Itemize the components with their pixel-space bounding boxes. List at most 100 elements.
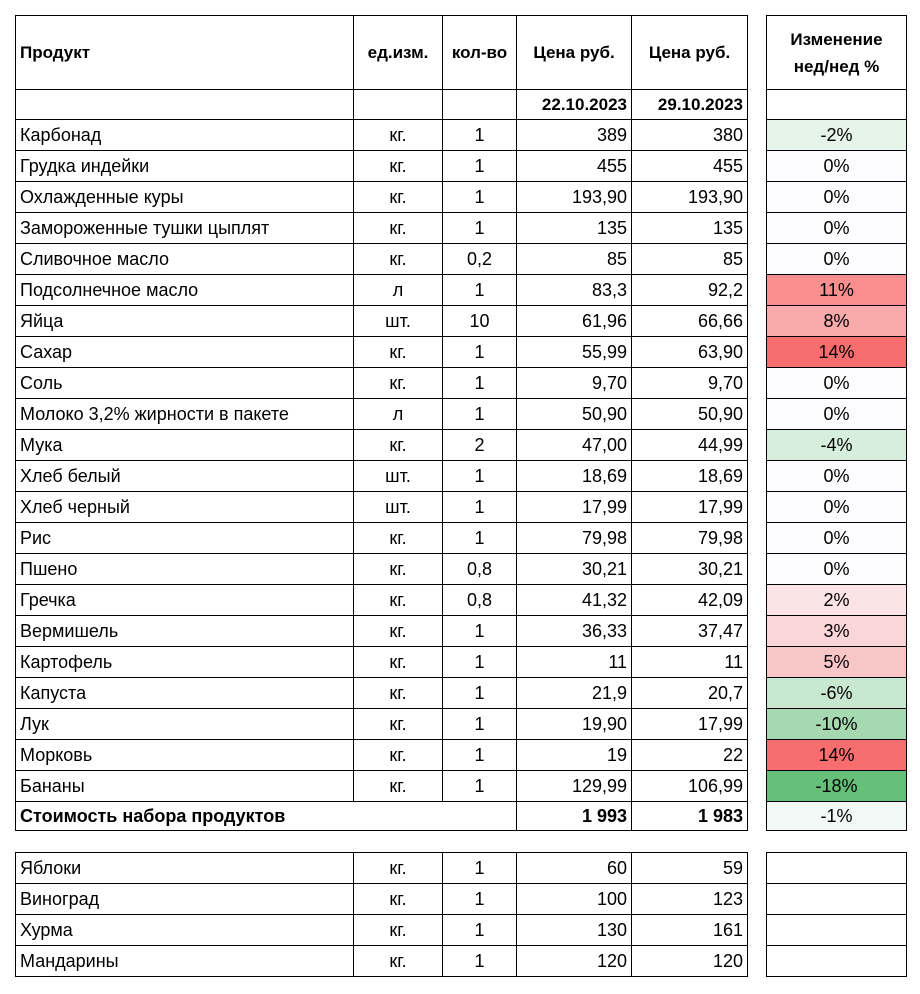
product-unit: кг. <box>353 181 443 213</box>
product-unit: кг. <box>353 212 443 244</box>
product-qty: 1 <box>442 119 517 151</box>
product-qty: 1 <box>442 914 517 946</box>
product-qty: 1 <box>442 460 517 492</box>
extra-change-row <box>766 852 907 884</box>
product-name: Лук <box>15 708 354 740</box>
price-week2: 59 <box>631 852 748 884</box>
product-qty: 1 <box>442 852 517 884</box>
table-row: Бананы кг. 1 129,99 106,99 <box>15 770 748 802</box>
change-value: 2% <box>766 584 907 616</box>
price-week1: 9,70 <box>516 367 632 399</box>
table-row: Рис кг. 1 79,98 79,98 <box>15 522 748 554</box>
header-change: Изменение нед/нед % <box>766 15 907 90</box>
price-week2: 106,99 <box>631 770 748 802</box>
total-label: Стоимость набора продуктов <box>15 801 517 831</box>
price-week1: 55,99 <box>516 336 632 368</box>
product-unit: кг. <box>353 852 443 884</box>
price-week1: 19 <box>516 739 632 771</box>
price-week1: 61,96 <box>516 305 632 337</box>
change-row: 0% <box>766 181 907 213</box>
change-row: 8% <box>766 305 907 337</box>
date-2: 29.10.2023 <box>631 89 748 120</box>
extra-change-table <box>766 852 907 977</box>
product-qty: 1 <box>442 770 517 802</box>
product-name: Молоко 3,2% жирности в пакете <box>15 398 354 430</box>
price-week1: 60 <box>516 852 632 884</box>
table-row: Гречка кг. 0,8 41,32 42,09 <box>15 584 748 616</box>
extra-change-row <box>766 945 907 977</box>
extra-row: Виноград кг. 1 100 123 <box>15 883 748 915</box>
price-week1: 47,00 <box>516 429 632 461</box>
change-row: 5% <box>766 646 907 678</box>
product-qty: 1 <box>442 739 517 771</box>
price-week1: 11 <box>516 646 632 678</box>
table-row: Сливочное масло кг. 0,2 85 85 <box>15 243 748 275</box>
table-row: Хлеб белый шт. 1 18,69 18,69 <box>15 460 748 492</box>
price-week1: 389 <box>516 119 632 151</box>
product-name: Яблоки <box>15 852 354 884</box>
change-value: 0% <box>766 398 907 430</box>
product-unit: шт. <box>353 491 443 523</box>
change-row: -10% <box>766 708 907 740</box>
price-week2: 63,90 <box>631 336 748 368</box>
product-unit: кг. <box>353 677 443 709</box>
product-name: Карбонад <box>15 119 354 151</box>
change-empty <box>766 852 907 884</box>
product-qty: 2 <box>442 429 517 461</box>
table-row: Сахар кг. 1 55,99 63,90 <box>15 336 748 368</box>
product-name: Виноград <box>15 883 354 915</box>
change-row: -6% <box>766 677 907 709</box>
product-qty: 1 <box>442 522 517 554</box>
header-price1: Цена руб. <box>516 15 632 90</box>
change-value: 0% <box>766 181 907 213</box>
price-week1: 120 <box>516 945 632 977</box>
change-value: 0% <box>766 460 907 492</box>
change-row: 3% <box>766 615 907 647</box>
change-row: 0% <box>766 150 907 182</box>
change-value: -10% <box>766 708 907 740</box>
price-week1: 100 <box>516 883 632 915</box>
table-row: Пшено кг. 0,8 30,21 30,21 <box>15 553 748 585</box>
change-row: 0% <box>766 243 907 275</box>
product-name: Рис <box>15 522 354 554</box>
price-week2: 9,70 <box>631 367 748 399</box>
product-qty: 1 <box>442 491 517 523</box>
change-row: 14% <box>766 739 907 771</box>
total-row: Стоимость набора продуктов 1 993 1 983 <box>15 801 748 831</box>
extra-row: Мандарины кг. 1 120 120 <box>15 945 748 977</box>
product-qty: 1 <box>442 615 517 647</box>
product-unit: кг. <box>353 367 443 399</box>
product-qty: 1 <box>442 398 517 430</box>
change-row: 0% <box>766 398 907 430</box>
extra-row: Яблоки кг. 1 60 59 <box>15 852 748 884</box>
total-change: -1% <box>766 801 907 831</box>
price-week1: 17,99 <box>516 491 632 523</box>
extra-change-row <box>766 914 907 946</box>
header-change-line1: Изменение <box>790 29 883 49</box>
product-unit: кг. <box>353 584 443 616</box>
header-change-line2: нед/нед % <box>793 56 880 76</box>
price-week2: 79,98 <box>631 522 748 554</box>
price-week2: 66,66 <box>631 305 748 337</box>
total-price1: 1 993 <box>516 801 632 831</box>
product-name: Гречка <box>15 584 354 616</box>
price-week2: 22 <box>631 739 748 771</box>
price-week2: 50,90 <box>631 398 748 430</box>
price-week2: 42,09 <box>631 584 748 616</box>
price-week1: 135 <box>516 212 632 244</box>
price-week1: 79,98 <box>516 522 632 554</box>
extra-row: Хурма кг. 1 130 161 <box>15 914 748 946</box>
table-row: Лук кг. 1 19,90 17,99 <box>15 708 748 740</box>
price-week2: 135 <box>631 212 748 244</box>
product-name: Капуста <box>15 677 354 709</box>
price-week2: 193,90 <box>631 181 748 213</box>
price-week1: 129,99 <box>516 770 632 802</box>
product-unit: кг. <box>353 945 443 977</box>
change-row: 0% <box>766 491 907 523</box>
table-row: Охлажденные куры кг. 1 193,90 193,90 <box>15 181 748 213</box>
product-unit: кг. <box>353 770 443 802</box>
product-unit: кг. <box>353 522 443 554</box>
extra-price-table: Яблоки кг. 1 60 59 Виноград кг. 1 100 123 Хурма кг.… <box>15 852 748 977</box>
price-week2: 18,69 <box>631 460 748 492</box>
table-row: Замороженные тушки цыплят кг. 1 135 135 <box>15 212 748 244</box>
